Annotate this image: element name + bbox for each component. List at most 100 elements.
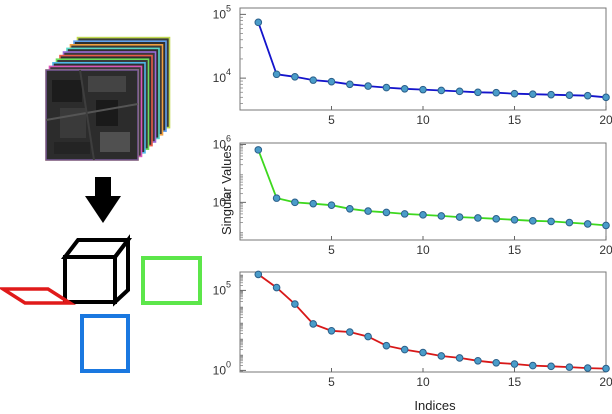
- y-tick-exponent: 0: [226, 359, 231, 369]
- data-point: [437, 212, 446, 220]
- data-point: [547, 362, 555, 371]
- data-point: [309, 320, 318, 328]
- x-tick-label: 5: [328, 375, 335, 389]
- x-tick-label: 15: [508, 243, 522, 257]
- data-point: [291, 72, 299, 81]
- data-point: [400, 210, 409, 218]
- data-point: [565, 91, 574, 99]
- x-tick-label: 5: [328, 243, 335, 257]
- x-tick-label: 10: [416, 375, 430, 389]
- front-image-band: [45, 69, 139, 161]
- data-point: [583, 220, 592, 228]
- y-tick-exponent: 4: [226, 67, 231, 77]
- data-point: [583, 364, 592, 372]
- front-slice-frame: [0, 287, 77, 305]
- data-point: [455, 87, 464, 96]
- data-point: [272, 70, 281, 79]
- data-point: [510, 215, 519, 224]
- y-axis-label: Singular Values: [219, 144, 234, 235]
- data-point: [382, 83, 391, 92]
- y-tick-label: 10: [213, 363, 227, 377]
- data-point: [254, 146, 263, 154]
- y-tick-label: 10: [213, 137, 227, 151]
- x-tick-label: 20: [599, 113, 612, 127]
- data-point: [272, 194, 281, 202]
- data-point: [254, 270, 263, 279]
- data-point: [291, 300, 299, 308]
- data-point: [583, 91, 592, 100]
- data-point: [364, 82, 372, 90]
- x-tick-label: 5: [328, 113, 335, 127]
- data-point: [547, 90, 555, 99]
- data-point: [565, 363, 574, 371]
- data-point: [364, 332, 372, 341]
- data-point: [474, 214, 482, 222]
- data-point: [254, 18, 263, 27]
- data-point: [364, 207, 372, 215]
- down-arrow: [85, 177, 121, 223]
- data-point: [437, 86, 446, 95]
- x-tick-label: 15: [508, 113, 522, 127]
- data-point: [400, 85, 409, 93]
- mode-unfolding-cube: [60, 234, 133, 307]
- tensor-illustration: [0, 36, 202, 373]
- plot-frame: [239, 142, 607, 241]
- data-point: [291, 198, 299, 207]
- data-point: [565, 218, 574, 227]
- data-point: [510, 89, 519, 98]
- data-point: [510, 360, 519, 368]
- hyperspectral-cube: [45, 36, 171, 161]
- y-tick-label: 10: [213, 7, 227, 21]
- data-point: [529, 90, 537, 98]
- lateral-slice-frame: [141, 256, 202, 305]
- data-point: [474, 356, 482, 365]
- data-point: [455, 354, 464, 362]
- data-point: [529, 361, 537, 370]
- data-point: [327, 326, 336, 335]
- y-tick-exponent: 5: [226, 3, 231, 13]
- data-point: [419, 85, 427, 94]
- data-point: [346, 80, 354, 89]
- data-point: [419, 211, 427, 219]
- y-tick-exponent: 4: [226, 191, 231, 201]
- data-point: [309, 199, 318, 208]
- data-point: [602, 93, 610, 102]
- data-point: [492, 215, 501, 223]
- data-point: [272, 283, 281, 292]
- data-point: [346, 328, 354, 336]
- x-tick-label: 15: [508, 375, 522, 389]
- x-tick-label: 10: [416, 113, 430, 127]
- data-point: [437, 352, 446, 360]
- y-tick-exponent: 5: [226, 279, 231, 289]
- y-tick-exponent: 6: [226, 133, 231, 143]
- data-point: [547, 217, 555, 226]
- data-point: [382, 208, 391, 217]
- data-point: [419, 348, 427, 357]
- data-point: [455, 213, 464, 221]
- x-tick-label: 10: [416, 243, 430, 257]
- y-tick-label: 10: [213, 195, 227, 209]
- y-tick-label: 10: [213, 71, 227, 85]
- plot-frame: [239, 271, 607, 373]
- data-point: [492, 88, 501, 97]
- data-point: [400, 345, 409, 354]
- data-point: [474, 88, 482, 97]
- data-point: [309, 76, 318, 84]
- data-point: [327, 77, 336, 86]
- data-point: [327, 201, 336, 209]
- x-tick-label: 20: [599, 243, 612, 257]
- data-point: [346, 204, 354, 213]
- data-point: [602, 364, 610, 373]
- x-axis-label: Indices: [414, 398, 456, 413]
- data-point: [492, 358, 501, 367]
- y-tick-label: 10: [213, 283, 227, 297]
- horizontal-slice-frame: [80, 314, 130, 373]
- x-tick-label: 20: [599, 375, 612, 389]
- data-point: [382, 341, 391, 350]
- data-point: [602, 221, 610, 230]
- data-point: [529, 217, 537, 225]
